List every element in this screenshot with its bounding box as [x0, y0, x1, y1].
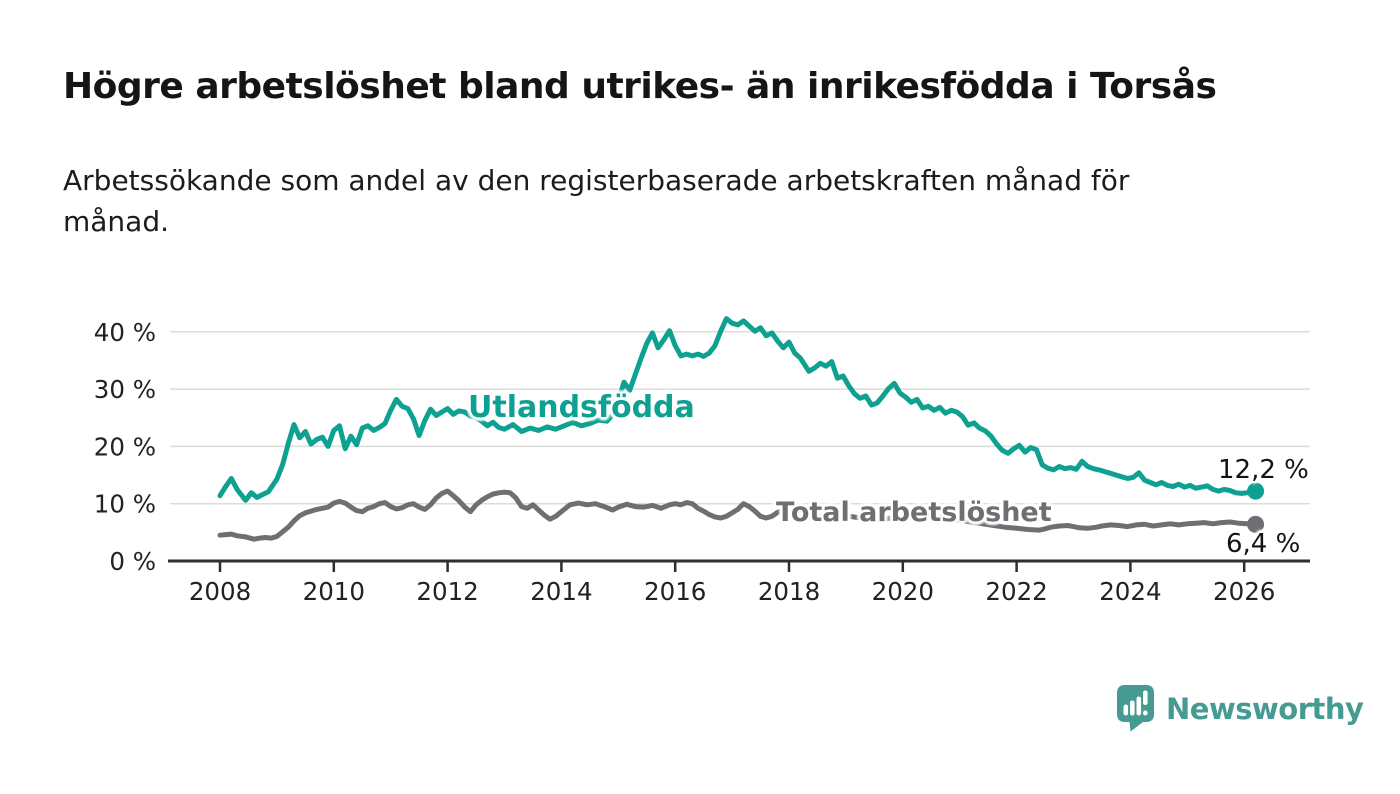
series-label-total-arbetsloshet: Total arbetslöshet	[776, 497, 1052, 528]
y-tick-label: 0 %	[109, 547, 156, 576]
x-tick-label: 2010	[303, 577, 365, 606]
end-value-label-utlandsfodda: 12,2 %	[1218, 455, 1309, 485]
subtitle-line-2: månad.	[63, 205, 170, 238]
x-tick-label: 2022	[985, 577, 1047, 606]
y-tick-label: 10 %	[94, 490, 156, 519]
subtitle-line-1: Arbetssökande som andel av den registerb…	[63, 164, 1130, 197]
series-end-dot	[1247, 482, 1265, 500]
series-line	[217, 316, 1259, 503]
newsworthy-logo-icon	[1117, 685, 1154, 732]
chart-subtitle: Arbetssökande som andel av den registerb…	[63, 160, 1343, 242]
y-tick-label: 30 %	[94, 375, 156, 404]
x-tick-label: 2018	[758, 577, 820, 606]
newsworthy-logo: Newsworthy	[1117, 685, 1364, 733]
end-value-label-total: 6,4 %	[1226, 529, 1301, 559]
x-tick-label: 2026	[1213, 577, 1275, 606]
x-tick-label: 2008	[189, 577, 251, 606]
series-end-dot	[1247, 515, 1265, 533]
y-tick-label: 40 %	[94, 318, 156, 347]
series-label-utlandsfodda: Utlandsfödda	[468, 390, 695, 425]
newsworthy-logo-text: Newsworthy	[1166, 692, 1364, 726]
x-tick-label: 2014	[530, 577, 592, 606]
page-title: Högre arbetslöshet bland utrikes- än inr…	[63, 66, 1217, 107]
x-tick-label: 2016	[644, 577, 706, 606]
series-line	[217, 488, 1259, 542]
y-tick-label: 20 %	[94, 432, 156, 461]
x-tick-label: 2012	[416, 577, 478, 606]
x-tick-label: 2024	[1099, 577, 1161, 606]
x-tick-label: 2020	[872, 577, 934, 606]
